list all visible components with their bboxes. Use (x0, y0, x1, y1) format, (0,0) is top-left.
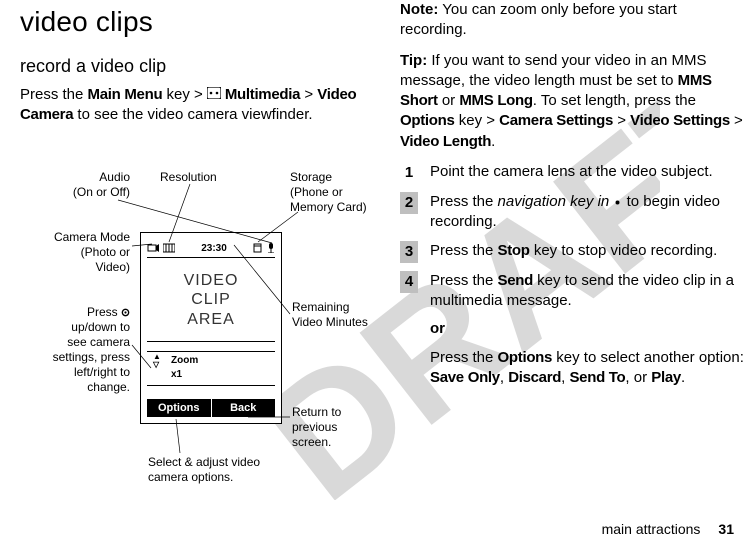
t: Press the (430, 242, 498, 259)
options-key: Options (400, 112, 455, 129)
options-key: Options (498, 349, 553, 366)
t: Press the (430, 272, 498, 289)
step-text: Press the navigation key in to begin vid… (430, 192, 745, 233)
camera-diagram: 23:30 VIDEOCLIPAREA ▲▽ Zoom x1 (20, 170, 410, 510)
step-alt: Press the Options key to select another … (400, 348, 745, 389)
t: key to select another option: (552, 349, 744, 366)
step-text: Press the Stop key to stop video recordi… (430, 241, 745, 261)
video-preview-area: VIDEOCLIPAREA (147, 259, 275, 341)
t: > (730, 112, 743, 129)
heading-video-clips: video clips (20, 6, 390, 38)
reel-icon (163, 243, 175, 253)
step-text: Press the Options key to select another … (430, 348, 745, 389)
camera-settings: Camera Settings (499, 112, 613, 129)
video-settings: Video Settings (630, 112, 730, 129)
step-or: or (400, 319, 745, 339)
zoom-label: Zoom (171, 355, 198, 366)
note-label: Note: (400, 1, 438, 18)
callout-press-nav: Press up/down tosee camerasettings, pres… (20, 305, 130, 395)
t: key to stop video recording. (530, 242, 718, 259)
callout-resolution: Resolution (160, 170, 217, 185)
status-time: 23:30 (201, 243, 227, 254)
t: If you want to send your video in an MMS… (400, 52, 707, 89)
softkey-options: Options (147, 399, 212, 417)
label-multimedia: Multimedia (221, 86, 300, 103)
note-paragraph: Note: You can zoom only before you start… (400, 0, 745, 41)
t: Press the (430, 349, 498, 366)
page-number: 31 (718, 521, 734, 537)
callout-storage: Storage(Phone orMemory Card) (290, 170, 400, 215)
t: . (491, 133, 495, 150)
step-4: 4 Press the Send key to send the video c… (400, 271, 745, 312)
zoom-value: x1 (171, 369, 182, 380)
nav-icon (121, 308, 130, 317)
t: or (438, 92, 460, 109)
t: > (613, 112, 630, 129)
send-key: Send (498, 272, 533, 289)
softkey-back: Back (212, 399, 276, 417)
section-name: main attractions (602, 521, 701, 537)
step-number: 2 (400, 192, 418, 214)
step-number: 4 (400, 271, 418, 293)
callout-select-adjust: Select & adjust videocamera options. (148, 455, 298, 485)
txt: > (300, 86, 317, 103)
label-main-menu: Main Menu (88, 86, 163, 103)
mic-icon (267, 243, 275, 253)
status-bar: 23:30 (147, 239, 275, 257)
opt-send-to: Send To (569, 369, 625, 386)
step-3: 3 Press the Stop key to stop video recor… (400, 241, 745, 263)
callout-return: Return topreviousscreen. (292, 405, 402, 450)
step-number: 1 (400, 162, 418, 184)
t: . To set length, press the (533, 92, 696, 109)
step-number-blank (400, 348, 418, 350)
intro-paragraph: Press the Main Menu key > Multimedia > V… (20, 85, 390, 126)
opt-discard: Discard (508, 369, 561, 386)
t: , or (625, 369, 651, 386)
callout-camera-mode: Camera Mode(Photo orVideo) (20, 230, 130, 275)
heading-record: record a video clip (20, 56, 390, 77)
step-text: Point the camera lens at the video subje… (430, 162, 745, 182)
phone-frame: 23:30 VIDEOCLIPAREA ▲▽ Zoom x1 (140, 232, 282, 424)
multimedia-icon (207, 85, 221, 105)
zoom-arrows-icon: ▲▽ (153, 353, 161, 369)
t: , (500, 369, 508, 386)
step-1: 1 Point the camera lens at the video sub… (400, 162, 745, 184)
callout-audio: Audio(On or Off) (20, 170, 130, 200)
nav-key-in: navigation key in (498, 193, 610, 210)
txt: to see the video camera viewfinder. (73, 106, 312, 123)
mode-icon (147, 243, 159, 253)
opt-save-only: Save Only (430, 369, 500, 386)
tip-label: Tip: (400, 52, 427, 69)
step-number-blank (400, 319, 418, 321)
callout-remaining: RemainingVideo Minutes (292, 300, 402, 330)
step-text: Press the Send key to send the video cli… (430, 271, 745, 312)
video-length: Video Length (400, 133, 491, 150)
txt: key > (162, 86, 207, 103)
t: key > (455, 112, 500, 129)
mms-long: MMS Long (459, 92, 532, 109)
stop-key: Stop (498, 242, 530, 259)
t: . (681, 369, 685, 386)
tip-paragraph: Tip: If you want to send your video in a… (400, 51, 745, 152)
step-number: 3 (400, 241, 418, 263)
step-2: 2 Press the navigation key in to begin v… (400, 192, 745, 233)
opt-play: Play (651, 369, 681, 386)
t: Press the (430, 193, 498, 210)
or-label: or (430, 319, 745, 339)
txt: Press the (20, 86, 88, 103)
note-text: You can zoom only before you start recor… (400, 1, 677, 38)
card-icon (253, 243, 263, 253)
page-footer: main attractions 31 (602, 521, 734, 537)
